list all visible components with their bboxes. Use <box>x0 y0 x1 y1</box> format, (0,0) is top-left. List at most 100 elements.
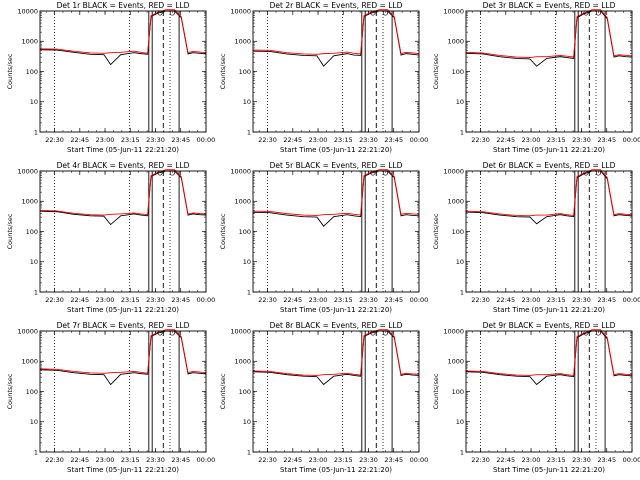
y-axis-label: Counts/sec <box>432 53 440 89</box>
y-tick-label: 1 <box>34 128 38 136</box>
x-tick-label: 23:45 <box>384 296 403 304</box>
x-tick-label: 23:30 <box>359 456 378 464</box>
y-tick-label: 10000 <box>17 167 38 175</box>
y-tick-label: 10000 <box>17 327 38 335</box>
y-tick-label: 10 <box>30 418 38 426</box>
chart-title: Det 6r BLACK = Events, RED = LLD <box>483 161 616 170</box>
y-axis-label: Counts/sec <box>219 213 227 249</box>
chart-title: Det 7r BLACK = Events, RED = LLD <box>57 321 190 330</box>
axes-frame <box>39 170 207 293</box>
y-axis-label: Counts/sec <box>6 53 14 89</box>
y-tick-label: 10000 <box>17 7 38 15</box>
x-tick-label: 23:30 <box>359 136 378 144</box>
lld-series-line <box>40 329 206 374</box>
y-axis-label: Counts/sec <box>219 53 227 89</box>
chart-title: Det 2r BLACK = Events, RED = LLD <box>270 1 403 10</box>
y-tick-label: 10 <box>30 98 38 106</box>
x-tick-label: 00:00 <box>410 296 429 304</box>
x-tick-label: 00:00 <box>410 136 429 144</box>
y-tick-label: 1 <box>34 288 38 296</box>
x-tick-label: 23:30 <box>146 136 165 144</box>
chart-svg: Det 2r BLACK = Events, RED = LLD Counts/s… <box>219 1 429 154</box>
chart-svg: Det 9r BLACK = Events, RED = LLD Counts/s… <box>432 321 640 474</box>
x-tick-label: 23:45 <box>597 136 616 144</box>
y-tick-label: 1000 <box>447 38 464 46</box>
x-tick-label: 22:45 <box>496 296 515 304</box>
x-tick-label: 22:30 <box>258 456 277 464</box>
axes-frame <box>465 10 633 133</box>
x-axis-label: Start Time (05-Jun-11 22:21:20) <box>67 306 179 314</box>
x-tick-label: 23:30 <box>146 296 165 304</box>
chart-svg: Det 6r BLACK = Events, RED = LLD Counts/s… <box>432 161 640 314</box>
chart-panel: Det 5r BLACK = Events, RED = LLD Counts/s… <box>213 160 429 320</box>
x-tick-label: 23:30 <box>572 136 591 144</box>
y-tick-label: 100 <box>26 388 38 396</box>
y-tick-label: 100 <box>26 68 38 76</box>
x-tick-label: 23:30 <box>572 456 591 464</box>
lld-series-line <box>466 9 632 58</box>
x-tick-label: 23:00 <box>522 456 541 464</box>
y-tick-label: 10 <box>243 418 251 426</box>
x-tick-label: 00:00 <box>410 456 429 464</box>
x-tick-label: 23:00 <box>309 136 328 144</box>
events-series-line <box>253 330 419 386</box>
x-tick-label: 22:45 <box>70 296 89 304</box>
axes-frame <box>252 10 420 133</box>
x-tick-label: 22:30 <box>471 136 490 144</box>
x-tick-label: 22:30 <box>258 136 277 144</box>
x-tick-label: 23:15 <box>547 296 566 304</box>
x-tick-label: 23:45 <box>597 296 616 304</box>
x-axis-label: Start Time (05-Jun-11 22:21:20) <box>280 146 392 154</box>
x-axis-label: Start Time (05-Jun-11 22:21:20) <box>493 466 605 474</box>
y-tick-label: 1000 <box>21 358 38 366</box>
chart-panel: Det 8r BLACK = Events, RED = LLD Counts/s… <box>213 320 429 480</box>
chart-svg: Det 7r BLACK = Events, RED = LLD Counts/s… <box>6 321 215 474</box>
x-tick-label: 23:15 <box>121 136 140 144</box>
events-series-line <box>40 10 206 66</box>
chart-panel: Det 2r BLACK = Events, RED = LLD Counts/s… <box>213 0 429 160</box>
axes-frame <box>465 170 633 293</box>
chart-title: Det 8r BLACK = Events, RED = LLD <box>270 321 403 330</box>
x-tick-label: 00:00 <box>623 296 640 304</box>
y-axis-label: Counts/sec <box>6 213 14 249</box>
y-tick-label: 1000 <box>234 38 251 46</box>
x-axis-label: Start Time (05-Jun-11 22:21:20) <box>280 306 392 314</box>
y-tick-label: 100 <box>452 388 464 396</box>
x-tick-label: 23:45 <box>171 296 190 304</box>
chart-title: Det 9r BLACK = Events, RED = LLD <box>483 321 616 330</box>
x-tick-label: 23:00 <box>522 136 541 144</box>
y-tick-label: 100 <box>239 388 251 396</box>
x-tick-label: 22:30 <box>45 136 64 144</box>
x-tick-label: 22:45 <box>283 136 302 144</box>
chart-title: Det 1r BLACK = Events, RED = LLD <box>57 1 190 10</box>
x-tick-label: 23:00 <box>96 456 115 464</box>
y-tick-label: 10000 <box>443 7 464 15</box>
y-tick-label: 10000 <box>230 167 251 175</box>
axes-frame <box>252 170 420 293</box>
y-axis-label: Counts/sec <box>219 373 227 409</box>
y-tick-label: 10 <box>243 98 251 106</box>
axes-frame <box>39 330 207 453</box>
chart-panel: Det 4r BLACK = Events, RED = LLD Counts/s… <box>0 160 215 320</box>
chart-panel: Det 7r BLACK = Events, RED = LLD Counts/s… <box>0 320 215 480</box>
y-tick-label: 1000 <box>21 198 38 206</box>
x-tick-label: 22:45 <box>70 136 89 144</box>
x-tick-label: 00:00 <box>623 136 640 144</box>
axes-frame <box>252 330 420 453</box>
y-tick-label: 100 <box>452 228 464 236</box>
x-tick-label: 22:30 <box>45 296 64 304</box>
x-tick-label: 23:00 <box>96 136 115 144</box>
x-tick-label: 23:15 <box>334 456 353 464</box>
x-tick-label: 23:30 <box>572 296 591 304</box>
chart-title: Det 3r BLACK = Events, RED = LLD <box>483 1 616 10</box>
x-tick-label: 22:45 <box>283 296 302 304</box>
y-tick-label: 1000 <box>447 198 464 206</box>
y-axis-label: Counts/sec <box>432 373 440 409</box>
x-tick-label: 22:45 <box>496 456 515 464</box>
x-tick-label: 23:15 <box>121 296 140 304</box>
y-tick-label: 1 <box>460 288 464 296</box>
y-tick-label: 1 <box>460 128 464 136</box>
y-tick-label: 1000 <box>234 358 251 366</box>
y-tick-label: 100 <box>26 228 38 236</box>
axes-frame <box>465 330 633 453</box>
